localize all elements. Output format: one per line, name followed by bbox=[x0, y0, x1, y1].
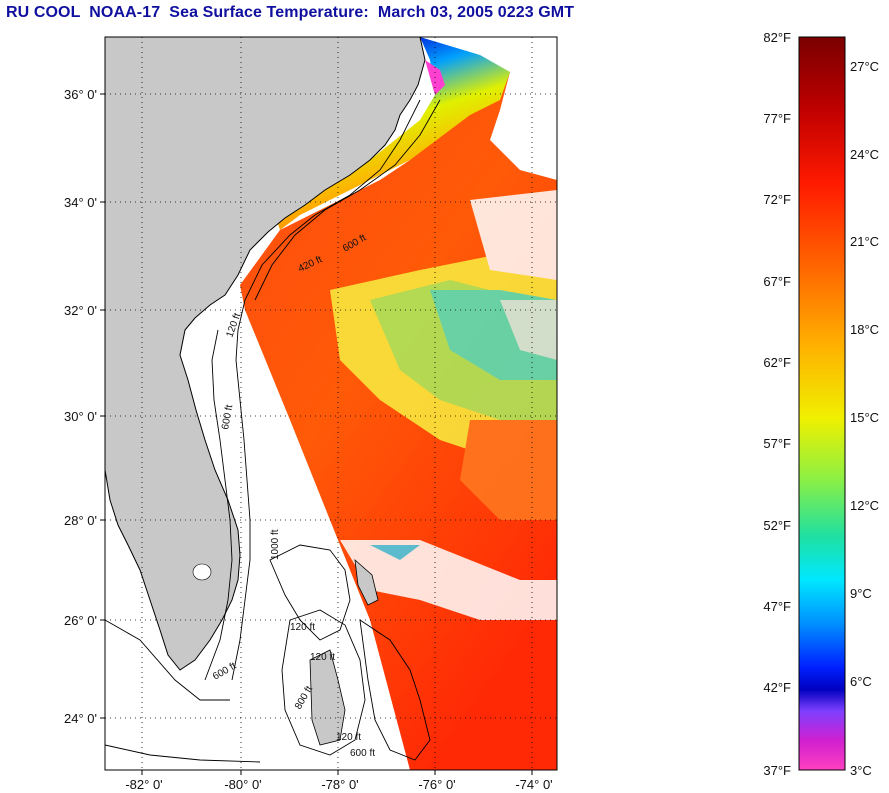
colorbar-f-label: 82°F bbox=[763, 30, 791, 45]
lon-label: -76° 0' bbox=[418, 777, 455, 792]
lon-label: -74° 0' bbox=[515, 777, 552, 792]
lat-label: 36° 0' bbox=[64, 87, 97, 102]
contour-label: 120 ft bbox=[310, 652, 335, 663]
lat-label: 30° 0' bbox=[64, 409, 97, 424]
colorbar-c-label: 6°C bbox=[850, 674, 872, 689]
land-abaco bbox=[354, 559, 379, 606]
colorbar-c-label: 15°C bbox=[850, 410, 879, 425]
contour-label: 1000 ft bbox=[270, 529, 281, 560]
lon-label: -82° 0' bbox=[125, 777, 162, 792]
colorbar-f-label: 77°F bbox=[763, 111, 791, 126]
colorbar-f-label: 37°F bbox=[763, 763, 791, 778]
lat-label: 28° 0' bbox=[64, 513, 97, 528]
land-bahamas bbox=[309, 649, 346, 746]
bathymetry-contours bbox=[105, 99, 441, 763]
colorbar-c-label: 21°C bbox=[850, 234, 879, 249]
colorbar-f-label: 47°F bbox=[763, 599, 791, 614]
lat-label: 26° 0' bbox=[64, 613, 97, 628]
colorbar bbox=[798, 36, 846, 771]
colorbar-c-label: 9°C bbox=[850, 586, 872, 601]
colorbar-c-label: 27°C bbox=[850, 59, 879, 74]
contour-label: 600 ft bbox=[350, 748, 375, 759]
axis-ticks bbox=[100, 93, 533, 775]
colorbar-c-label: 18°C bbox=[850, 322, 879, 337]
contour-label: 120 ft bbox=[336, 732, 361, 743]
colorbar-f-label: 72°F bbox=[763, 192, 791, 207]
lake-okeechobee bbox=[192, 563, 212, 581]
colorbar-f-label: 67°F bbox=[763, 274, 791, 289]
lat-label: 24° 0' bbox=[64, 711, 97, 726]
contour-label: 120 ft bbox=[290, 622, 315, 633]
colorbar-f-label: 57°F bbox=[763, 436, 791, 451]
map-frame bbox=[104, 36, 558, 771]
colorbar-c-label: 12°C bbox=[850, 498, 879, 513]
sst-cool-patches bbox=[330, 190, 557, 620]
colorbar-f-label: 52°F bbox=[763, 518, 791, 533]
contour-label: 600 ft bbox=[220, 404, 235, 431]
land-mainland bbox=[105, 37, 426, 671]
lat-label: 32° 0' bbox=[64, 303, 97, 318]
graticule bbox=[105, 37, 557, 770]
colorbar-c-label: 3°C bbox=[850, 763, 872, 778]
colorbar-f-label: 42°F bbox=[763, 680, 791, 695]
lon-label: -78° 0' bbox=[321, 777, 358, 792]
colorbar-c-label: 24°C bbox=[850, 147, 879, 162]
lon-label: -80° 0' bbox=[224, 777, 261, 792]
colorbar-f-label: 62°F bbox=[763, 355, 791, 370]
lat-label: 34° 0' bbox=[64, 195, 97, 210]
page-title: RU COOL NOAA-17 Sea Surface Temperature:… bbox=[6, 4, 575, 21]
